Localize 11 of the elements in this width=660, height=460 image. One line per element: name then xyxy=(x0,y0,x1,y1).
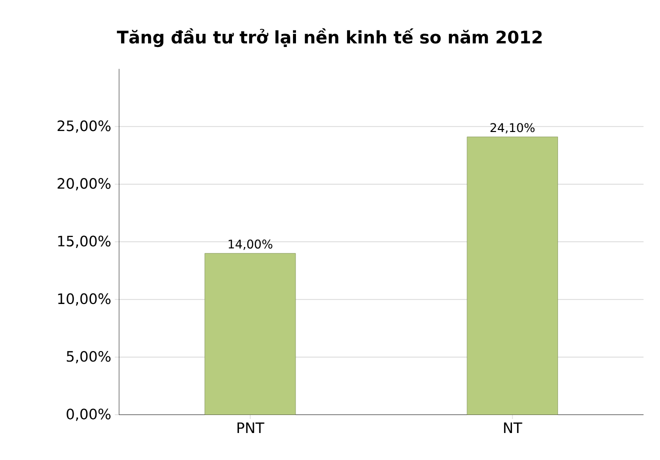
x-tick-label: NT xyxy=(504,422,522,433)
y-tick-label: 10,00% xyxy=(58,293,111,306)
data-label: 24,10% xyxy=(490,123,535,134)
y-tick-label: 0,00% xyxy=(66,408,111,421)
data-label: 14,00% xyxy=(228,240,272,250)
y-tick-label: 5,00% xyxy=(66,350,111,364)
y-tick-label: 25,00% xyxy=(58,120,111,133)
chart-title: Tăng đầu tư trở lại nền kinh tế so năm 2012 xyxy=(116,28,542,48)
y-tick-label: 15,00% xyxy=(58,236,111,248)
y-tick-label: 20,00% xyxy=(58,178,111,190)
x-tick-label: PNT xyxy=(238,422,264,433)
